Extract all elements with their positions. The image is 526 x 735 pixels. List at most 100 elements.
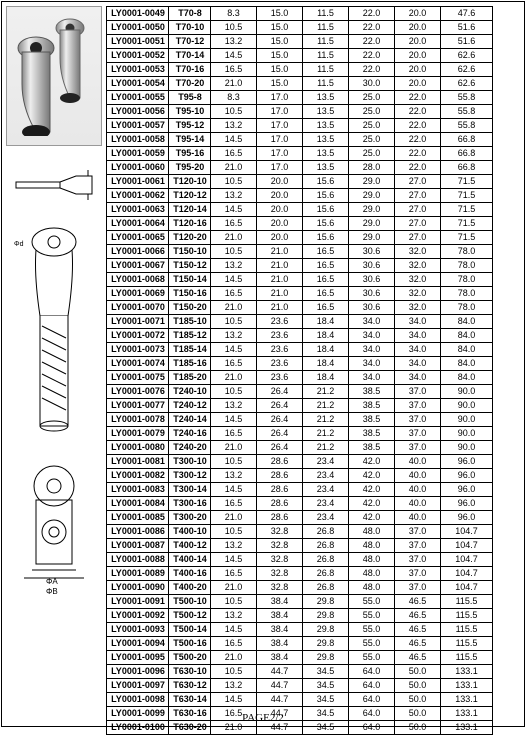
table-cell: 48.0 <box>349 553 395 567</box>
table-cell: 78.0 <box>441 259 493 273</box>
table-cell: 37.0 <box>395 581 441 595</box>
table-cell: 30.6 <box>349 287 395 301</box>
table-cell: 55.0 <box>349 595 395 609</box>
table-cell: LY0001-0088 <box>107 553 169 567</box>
table-cell: LY0001-0051 <box>107 35 169 49</box>
table-cell: 14.5 <box>211 49 257 63</box>
table-cell: 13.2 <box>211 189 257 203</box>
table-cell: LY0001-0068 <box>107 273 169 287</box>
spec-table: LY0001-0049T70-88.315.011.522.020.047.6L… <box>106 6 493 735</box>
table-cell: 8.3 <box>211 91 257 105</box>
table-cell: LY0001-0087 <box>107 539 169 553</box>
table-cell: T95-12 <box>169 119 211 133</box>
table-row: LY0001-0082T300-1213.228.623.442.040.096… <box>107 469 493 483</box>
table-cell: 15.6 <box>303 217 349 231</box>
table-cell: 27.0 <box>395 217 441 231</box>
table-cell: LY0001-0094 <box>107 637 169 651</box>
table-row: LY0001-0077T240-1213.226.421.238.537.090… <box>107 399 493 413</box>
table-cell: LY0001-0059 <box>107 147 169 161</box>
table-cell: 51.6 <box>441 35 493 49</box>
table-cell: T70-14 <box>169 49 211 63</box>
table-cell: 78.0 <box>441 245 493 259</box>
table-cell: 16.5 <box>303 301 349 315</box>
table-cell: 90.0 <box>441 413 493 427</box>
table-cell: 71.5 <box>441 217 493 231</box>
table-cell: 50.0 <box>395 693 441 707</box>
table-cell: 26.4 <box>257 427 303 441</box>
table-cell: 10.5 <box>211 385 257 399</box>
table-cell: 13.5 <box>303 133 349 147</box>
table-cell: T95-20 <box>169 161 211 175</box>
table-cell: 55.8 <box>441 105 493 119</box>
table-cell: 62.6 <box>441 77 493 91</box>
table-cell: 90.0 <box>441 399 493 413</box>
table-row: LY0001-0090T400-2021.032.826.848.037.010… <box>107 581 493 595</box>
table-cell: 10.5 <box>211 595 257 609</box>
table-cell: 40.0 <box>395 455 441 469</box>
table-cell: 13.2 <box>211 119 257 133</box>
table-cell: 15.0 <box>257 35 303 49</box>
table-cell: T150-16 <box>169 287 211 301</box>
table-cell: 27.0 <box>395 203 441 217</box>
table-cell: T300-14 <box>169 483 211 497</box>
table-cell: LY0001-0065 <box>107 231 169 245</box>
table-cell: LY0001-0075 <box>107 371 169 385</box>
table-row: LY0001-0054T70-2021.015.011.530.020.062.… <box>107 77 493 91</box>
table-cell: 34.5 <box>303 679 349 693</box>
table-cell: 22.0 <box>349 21 395 35</box>
table-cell: 78.0 <box>441 287 493 301</box>
table-cell: 115.5 <box>441 651 493 665</box>
table-cell: 64.0 <box>349 665 395 679</box>
table-cell: 115.5 <box>441 637 493 651</box>
table-cell: 18.4 <box>303 343 349 357</box>
table-cell: 25.0 <box>349 133 395 147</box>
table-cell: 18.4 <box>303 371 349 385</box>
table-cell: T300-10 <box>169 455 211 469</box>
table-cell: 13.2 <box>211 329 257 343</box>
table-row: LY0001-0083T300-1414.528.623.442.040.096… <box>107 483 493 497</box>
table-cell: 10.5 <box>211 525 257 539</box>
table-cell: 16.5 <box>211 567 257 581</box>
table-cell: 104.7 <box>441 581 493 595</box>
table-row: LY0001-0093T500-1414.538.429.855.046.511… <box>107 623 493 637</box>
table-cell: LY0001-0060 <box>107 161 169 175</box>
table-cell: T240-10 <box>169 385 211 399</box>
table-cell: 34.5 <box>303 693 349 707</box>
table-cell: 37.0 <box>395 385 441 399</box>
table-cell: 50.0 <box>395 679 441 693</box>
table-cell: 17.0 <box>257 91 303 105</box>
table-cell: T185-10 <box>169 315 211 329</box>
page-footer: PAGE2/2 <box>2 712 524 724</box>
table-cell: T500-20 <box>169 651 211 665</box>
table-row: LY0001-0064T120-1616.520.015.629.027.071… <box>107 217 493 231</box>
table-cell: 20.0 <box>395 21 441 35</box>
table-cell: T185-12 <box>169 329 211 343</box>
table-row: LY0001-0096T630-1010.544.734.564.050.013… <box>107 665 493 679</box>
table-cell: 64.0 <box>349 679 395 693</box>
table-cell: 104.7 <box>441 553 493 567</box>
table-cell: LY0001-0054 <box>107 77 169 91</box>
table-cell: 16.5 <box>211 357 257 371</box>
table-cell: 13.2 <box>211 399 257 413</box>
product-photo <box>6 6 102 146</box>
table-cell: T400-16 <box>169 567 211 581</box>
table-cell: LY0001-0098 <box>107 693 169 707</box>
table-cell: 22.0 <box>349 63 395 77</box>
table-cell: T150-14 <box>169 273 211 287</box>
table-cell: 23.4 <box>303 455 349 469</box>
table-cell: T400-20 <box>169 581 211 595</box>
table-row: LY0001-0097T630-1213.244.734.564.050.013… <box>107 679 493 693</box>
table-cell: 13.5 <box>303 91 349 105</box>
table-cell: 29.0 <box>349 217 395 231</box>
table-row: LY0001-0074T185-1616.523.618.434.034.084… <box>107 357 493 371</box>
table-cell: 44.7 <box>257 693 303 707</box>
table-cell: 22.0 <box>395 91 441 105</box>
table-cell: 46.5 <box>395 609 441 623</box>
table-row: LY0001-0055T95-88.317.013.525.022.055.8 <box>107 91 493 105</box>
table-cell: 23.6 <box>257 315 303 329</box>
table-cell: 20.0 <box>257 189 303 203</box>
table-cell: 26.4 <box>257 399 303 413</box>
table-cell: 11.5 <box>303 77 349 91</box>
table-cell: 22.0 <box>395 133 441 147</box>
table-cell: LY0001-0058 <box>107 133 169 147</box>
